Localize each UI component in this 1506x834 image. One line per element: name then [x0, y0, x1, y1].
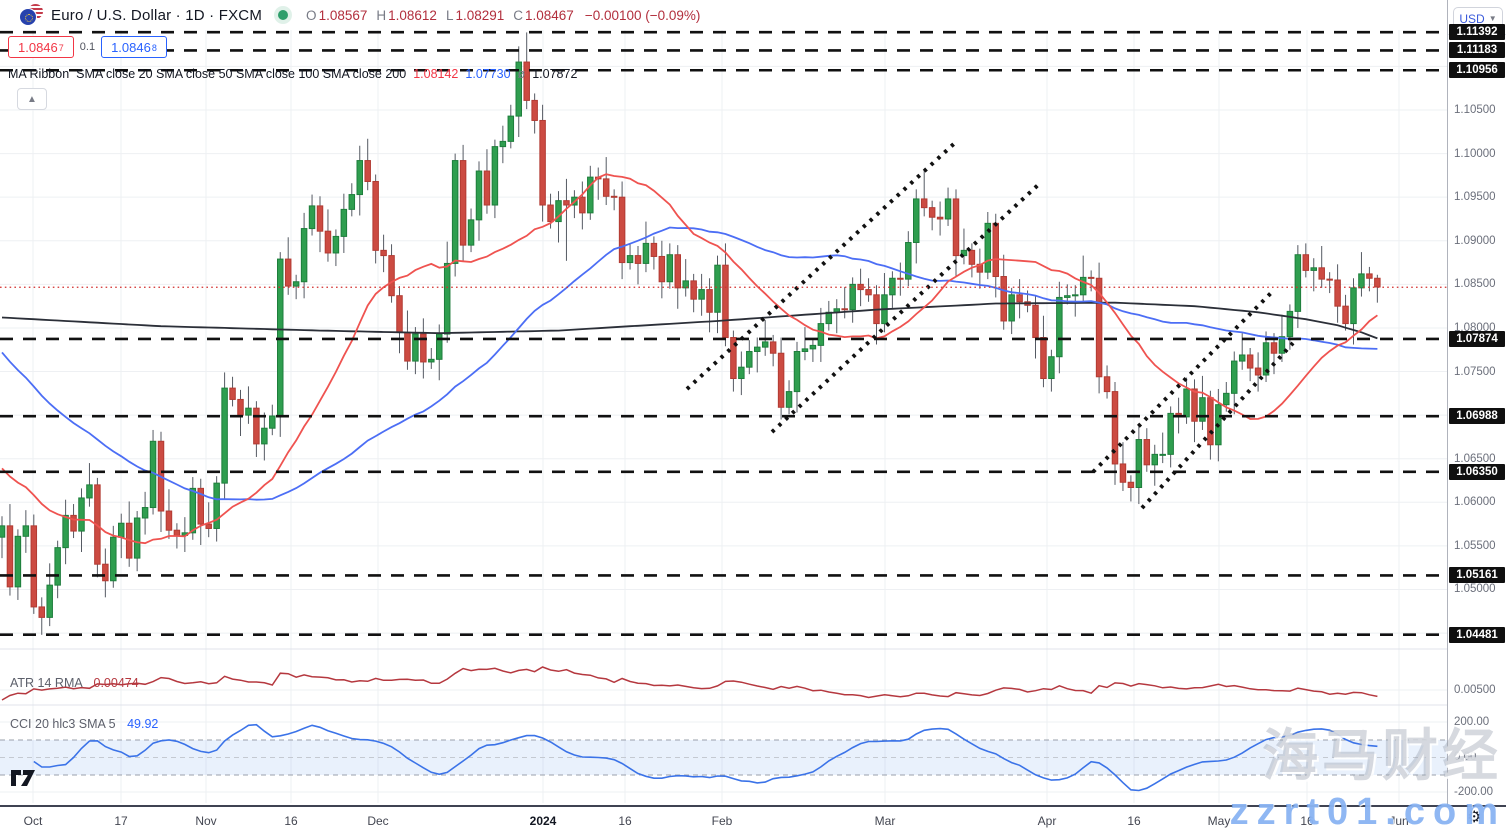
quote-row: 1.0846 7 0.1 1.0846 8	[8, 36, 167, 58]
cci-title: CCI 20 hlc3 SMA 5	[10, 717, 116, 731]
time-axis-label: 17	[114, 814, 128, 828]
price-axis[interactable]: USD ▼ 1.10500 1.10000 1.09500 1.09000 1.0850…	[1447, 0, 1506, 805]
high-label: H	[376, 7, 387, 23]
ohlc-values: O 1.08567 H 1.08612 L 1.08291 C 1.08467 −0.0…	[306, 8, 700, 23]
ma-ribbon-params: SMA close 20 SMA close 50 SMA close 100 …	[76, 67, 407, 81]
low-label: L	[445, 7, 454, 23]
atr-value: 0.00474	[93, 676, 139, 690]
close-label: C	[513, 7, 524, 23]
symbol-header: Euro / U.S. Dollar · 1D · FXCM O 1.08567 …	[0, 0, 1447, 30]
time-axis-label: Mar	[874, 814, 896, 828]
price-axis-label: 1.10500	[1454, 104, 1496, 116]
time-axis-label: May	[1207, 814, 1231, 828]
sma200-value: 1.07872	[532, 67, 578, 81]
buy-price-button[interactable]: 1.0846 8	[101, 36, 167, 58]
price-level-badge: 1.07874	[1449, 330, 1505, 347]
cci-value: 49.92	[127, 717, 159, 731]
price-axis-label: 1.09000	[1454, 234, 1496, 247]
time-axis-label: 16	[1300, 814, 1314, 828]
price-level-badge: 1.06988	[1449, 408, 1505, 425]
bid-price-pip: 7	[58, 43, 64, 53]
price-level-badge: 1.10956	[1449, 62, 1505, 79]
price-level-badge: 1.04481	[1449, 626, 1505, 643]
time-axis-label: Jun	[1389, 814, 1409, 828]
price-axis-label: 1.10000	[1454, 147, 1496, 160]
price-axis-label: 1.05500	[1454, 539, 1496, 552]
ma-ribbon-legend[interactable]: MA Ribbon SMA close 20 SMA close 50 SMA …	[8, 67, 577, 81]
low-value: 1.08291	[455, 7, 505, 23]
open-value: 1.08567	[318, 7, 368, 23]
cci-scale-label: 200.00	[1454, 716, 1490, 728]
change-value: −0.00100 (−0.09%)	[584, 7, 701, 23]
cci-scale-label: 0.00	[1454, 751, 1477, 763]
time-axis-label: Apr	[1037, 814, 1057, 828]
gear-icon[interactable]: ⚙	[1467, 809, 1482, 826]
time-axis-label: Nov	[195, 814, 217, 828]
sma20-value: 1.08142	[413, 67, 459, 81]
price-level-badge: 1.06350	[1449, 463, 1505, 480]
bid-price: 1.0846	[18, 40, 58, 55]
time-axis-label: Feb	[711, 814, 733, 828]
currency-label: USD	[1459, 11, 1485, 26]
sell-price-button[interactable]: 1.0846 7	[8, 36, 74, 58]
atr-legend[interactable]: ATR 14 RMA 0.00474	[10, 676, 139, 690]
price-level-badge: 1.05161	[1449, 567, 1505, 584]
price-axis-label: 1.07500	[1454, 365, 1496, 378]
ask-price: 1.0846	[111, 40, 151, 55]
price-axis-label: 1.06000	[1454, 496, 1496, 509]
ask-price-pip: 8	[151, 43, 157, 53]
main-chart-canvas[interactable]	[0, 0, 1447, 805]
sma100-value-occluded: ø	[517, 67, 526, 81]
spread-value: 0.1	[73, 40, 102, 54]
time-axis-label: Oct	[23, 814, 43, 828]
tradingview-logo-icon[interactable]	[10, 768, 40, 788]
collapse-indicators-button[interactable]: ▲	[17, 88, 47, 110]
price-level-badge: 1.11183	[1449, 42, 1505, 59]
ma-ribbon-title: MA Ribbon	[8, 67, 70, 81]
cci-scale-label: -200.00	[1454, 786, 1494, 798]
chevron-down-icon: ▼	[1488, 14, 1497, 23]
price-axis-label: 1.06500	[1454, 452, 1496, 465]
time-axis-label: 2024	[529, 814, 557, 828]
atr-scale-label: 0.00500	[1454, 684, 1496, 696]
axis-corner-cell: ⚙	[1447, 805, 1506, 834]
currency-pair-icon	[20, 4, 44, 26]
price-axis-label: 1.09500	[1454, 191, 1496, 204]
cci-legend[interactable]: CCI 20 hlc3 SMA 5 49.92	[10, 717, 158, 731]
symbol-title[interactable]: Euro / U.S. Dollar · 1D · FXCM	[51, 6, 263, 24]
market-status-icon[interactable]	[278, 10, 289, 20]
chevron-up-icon: ▲	[27, 93, 37, 105]
price-axis-label: 1.08500	[1454, 278, 1496, 291]
time-axis-label: Dec	[367, 814, 389, 828]
sma50-value: 1.07730	[465, 67, 511, 81]
high-value: 1.08612	[388, 7, 437, 23]
price-axis-label: 1.05000	[1454, 583, 1496, 596]
time-axis[interactable]: Oct 17 Nov 16 Dec 2024 16 Feb Mar Apr 16 May 16 Jun	[0, 805, 1506, 834]
atr-title: ATR 14 RMA	[10, 676, 83, 690]
close-value: 1.08467	[525, 7, 574, 23]
time-axis-label: 16	[284, 814, 298, 828]
time-axis-label: 16	[1127, 814, 1141, 828]
open-label: O	[306, 7, 317, 23]
time-axis-label: 16	[618, 814, 632, 828]
price-level-badge: 1.11392	[1449, 24, 1505, 41]
